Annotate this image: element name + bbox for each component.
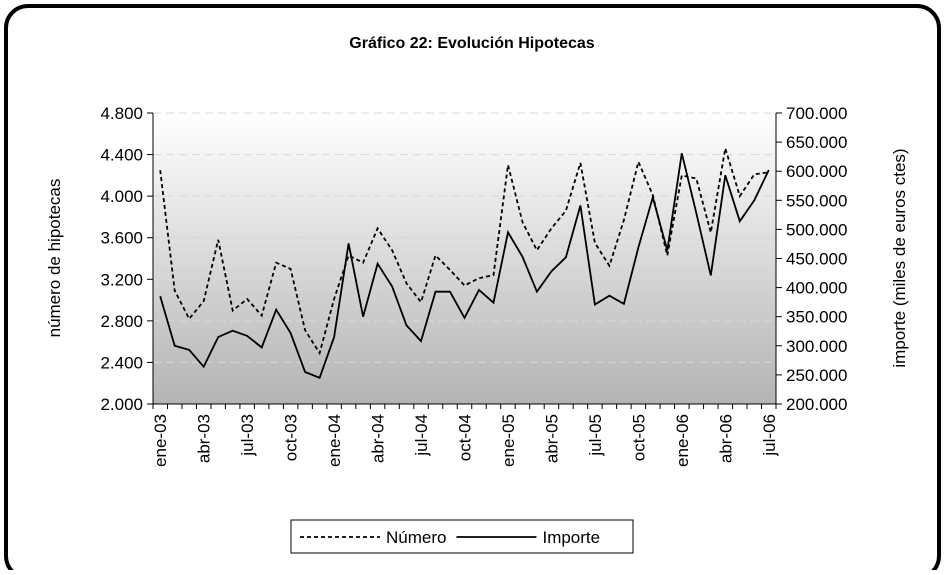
y2-tick-label: 600.000: [786, 162, 847, 181]
x-tick-label: abr-05: [542, 414, 561, 463]
y2-tick-label: 700.000: [786, 104, 847, 123]
chart-title: Gráfico 22: Evolución Hipotecas: [349, 35, 595, 52]
series-line: [159, 148, 769, 356]
y2-tick-label: 300.000: [786, 337, 847, 356]
y-axis-label: número de hipotecas: [45, 179, 64, 338]
y2-tick-label: 650.000: [786, 133, 847, 152]
y2-tick-label: 400.000: [786, 279, 847, 298]
x-tick-label: abr-06: [716, 414, 735, 463]
legend-label: Importe: [542, 528, 600, 547]
y-tick-label: 4.000: [100, 187, 143, 206]
y2-tick-label: 350.000: [786, 308, 847, 327]
x-tick-label: oct-04: [456, 414, 475, 461]
x-tick-label: abr-04: [369, 414, 388, 463]
y2-tick-label: 500.000: [786, 220, 847, 239]
y-tick-label: 4.400: [100, 146, 143, 165]
y2-tick-label: 250.000: [786, 366, 847, 385]
y-tick-label: 2.000: [100, 395, 143, 414]
series-line: [159, 152, 770, 379]
y2-tick-label: 450.000: [786, 250, 847, 269]
y2-tick-label: 550.000: [786, 191, 847, 210]
x-tick-label: ene-04: [325, 414, 344, 467]
x-tick-label: ene-06: [673, 414, 692, 467]
y-tick-label: 2.400: [100, 353, 143, 372]
x-tick-label: oct-05: [629, 414, 648, 461]
x-tick-label: ene-05: [499, 414, 518, 467]
x-tick-label: jul-03: [238, 414, 257, 457]
plot-area: [153, 113, 776, 404]
y-tick-label: 3.200: [100, 270, 143, 289]
y-tick-label: 3.600: [100, 229, 143, 248]
x-tick-label: oct-03: [282, 414, 301, 461]
y2-axis-label: importe (miles de euros ctes): [890, 148, 909, 367]
y-tick-label: 2.800: [100, 312, 143, 331]
x-tick-label: jul-04: [412, 414, 431, 457]
x-tick-label: jul-05: [586, 414, 605, 457]
y-tick-label: 4.800: [100, 104, 143, 123]
legend-label: Número: [386, 528, 446, 547]
x-tick-label: ene-03: [151, 414, 170, 467]
x-tick-label: abr-03: [195, 414, 214, 463]
y2-tick-label: 200.000: [786, 395, 847, 414]
x-tick-label: jul-06: [760, 414, 779, 457]
